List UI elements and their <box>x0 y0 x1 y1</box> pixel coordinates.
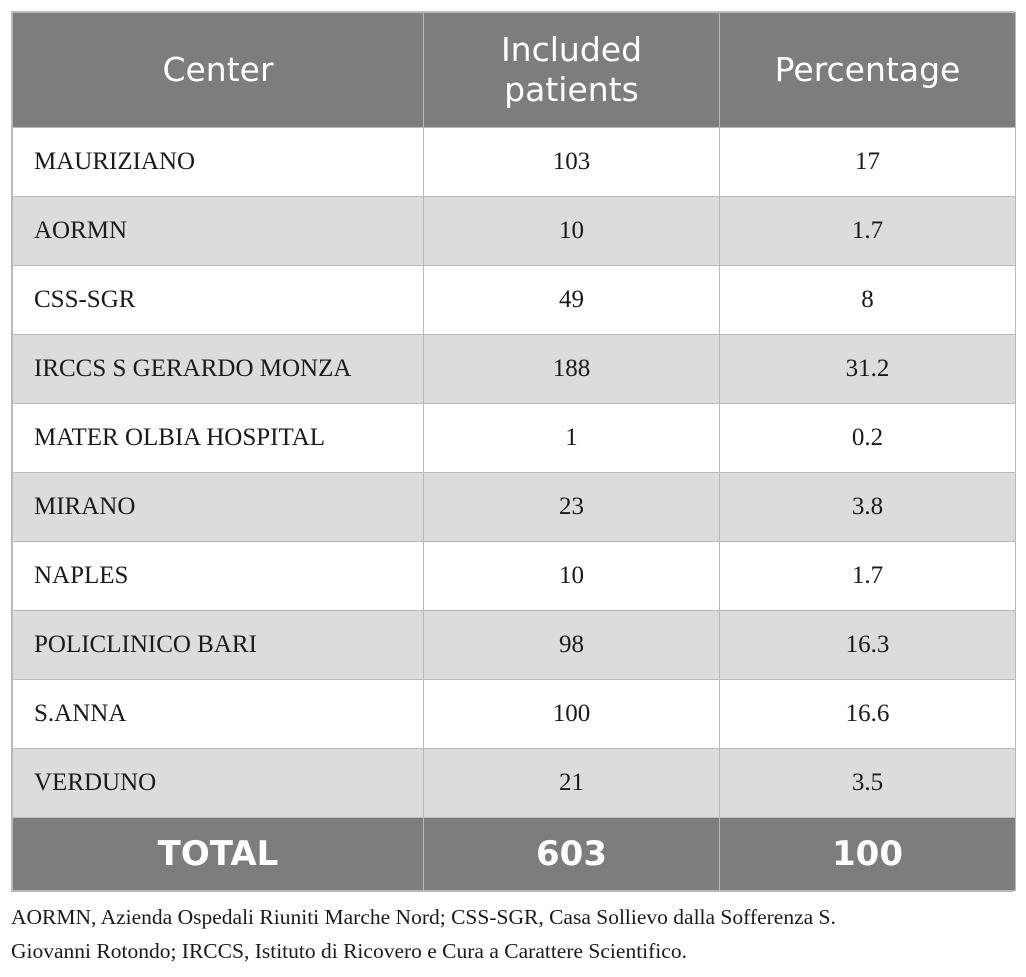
table-row: S.ANNA 100 16.6 <box>12 679 1016 749</box>
cell-percentage: 1.7 <box>719 196 1016 266</box>
total-row: TOTAL 603 100 <box>12 817 1016 891</box>
header-row: Center Included patients Percentage <box>12 12 1016 128</box>
header-center: Center <box>12 12 424 128</box>
cell-center: POLICLINICO BARI <box>12 610 424 680</box>
header-included-patients: Included patients <box>423 12 720 128</box>
cell-center: VERDUNO <box>12 748 424 818</box>
cell-patients: 10 <box>423 541 720 611</box>
cell-percentage: 1.7 <box>719 541 1016 611</box>
table-row: VERDUNO 21 3.5 <box>12 748 1016 818</box>
table-row: MATER OLBIA HOSPITAL 1 0.2 <box>12 403 1016 473</box>
cell-center: NAPLES <box>12 541 424 611</box>
cell-patients: 21 <box>423 748 720 818</box>
cell-percentage: 17 <box>719 127 1016 197</box>
cell-patients: 103 <box>423 127 720 197</box>
table-row: MAURIZIANO 103 17 <box>12 127 1016 197</box>
cell-center: MAURIZIANO <box>12 127 424 197</box>
cell-percentage: 8 <box>719 265 1016 335</box>
cell-patients: 98 <box>423 610 720 680</box>
total-patients: 603 <box>423 817 720 891</box>
patients-by-center-table: Center Included patients Percentage MAUR… <box>12 12 1016 891</box>
footnote-line2: Giovanni Rotondo; IRCCS, Istituto di Ric… <box>11 939 687 963</box>
table-footer: TOTAL 603 100 <box>12 817 1016 891</box>
cell-percentage: 3.8 <box>719 472 1016 542</box>
table-row: AORMN 10 1.7 <box>12 196 1016 266</box>
cell-patients: 188 <box>423 334 720 404</box>
total-label: TOTAL <box>12 817 424 891</box>
cell-center: IRCCS S GERARDO MONZA <box>12 334 424 404</box>
cell-percentage: 16.6 <box>719 679 1016 749</box>
table-body: MAURIZIANO 103 17 AORMN 10 1.7 CSS-SGR 4… <box>12 127 1016 818</box>
cell-center: CSS-SGR <box>12 265 424 335</box>
total-percentage: 100 <box>719 817 1016 891</box>
table-row: CSS-SGR 49 8 <box>12 265 1016 335</box>
table-row: NAPLES 10 1.7 <box>12 541 1016 611</box>
header-patients-line1: Included <box>500 30 643 69</box>
cell-percentage: 3.5 <box>719 748 1016 818</box>
table-row: IRCCS S GERARDO MONZA 188 31.2 <box>12 334 1016 404</box>
cell-center: AORMN <box>12 196 424 266</box>
patients-table-container: Center Included patients Percentage MAUR… <box>11 11 1016 892</box>
cell-center: MIRANO <box>12 472 424 542</box>
cell-patients: 100 <box>423 679 720 749</box>
header-patients-line2: patients <box>504 70 639 109</box>
cell-percentage: 16.3 <box>719 610 1016 680</box>
cell-percentage: 31.2 <box>719 334 1016 404</box>
header-percentage: Percentage <box>719 12 1016 128</box>
table-row: POLICLINICO BARI 98 16.3 <box>12 610 1016 680</box>
table-header: Center Included patients Percentage <box>12 12 1016 128</box>
table-footnote: AORMN, Azienda Ospedali Riuniti Marche N… <box>11 900 1021 968</box>
cell-patients: 10 <box>423 196 720 266</box>
footnote-line1: AORMN, Azienda Ospedali Riuniti Marche N… <box>11 905 836 929</box>
cell-percentage: 0.2 <box>719 403 1016 473</box>
cell-patients: 49 <box>423 265 720 335</box>
cell-patients: 23 <box>423 472 720 542</box>
cell-patients: 1 <box>423 403 720 473</box>
cell-center: MATER OLBIA HOSPITAL <box>12 403 424 473</box>
cell-center: S.ANNA <box>12 679 424 749</box>
table-row: MIRANO 23 3.8 <box>12 472 1016 542</box>
